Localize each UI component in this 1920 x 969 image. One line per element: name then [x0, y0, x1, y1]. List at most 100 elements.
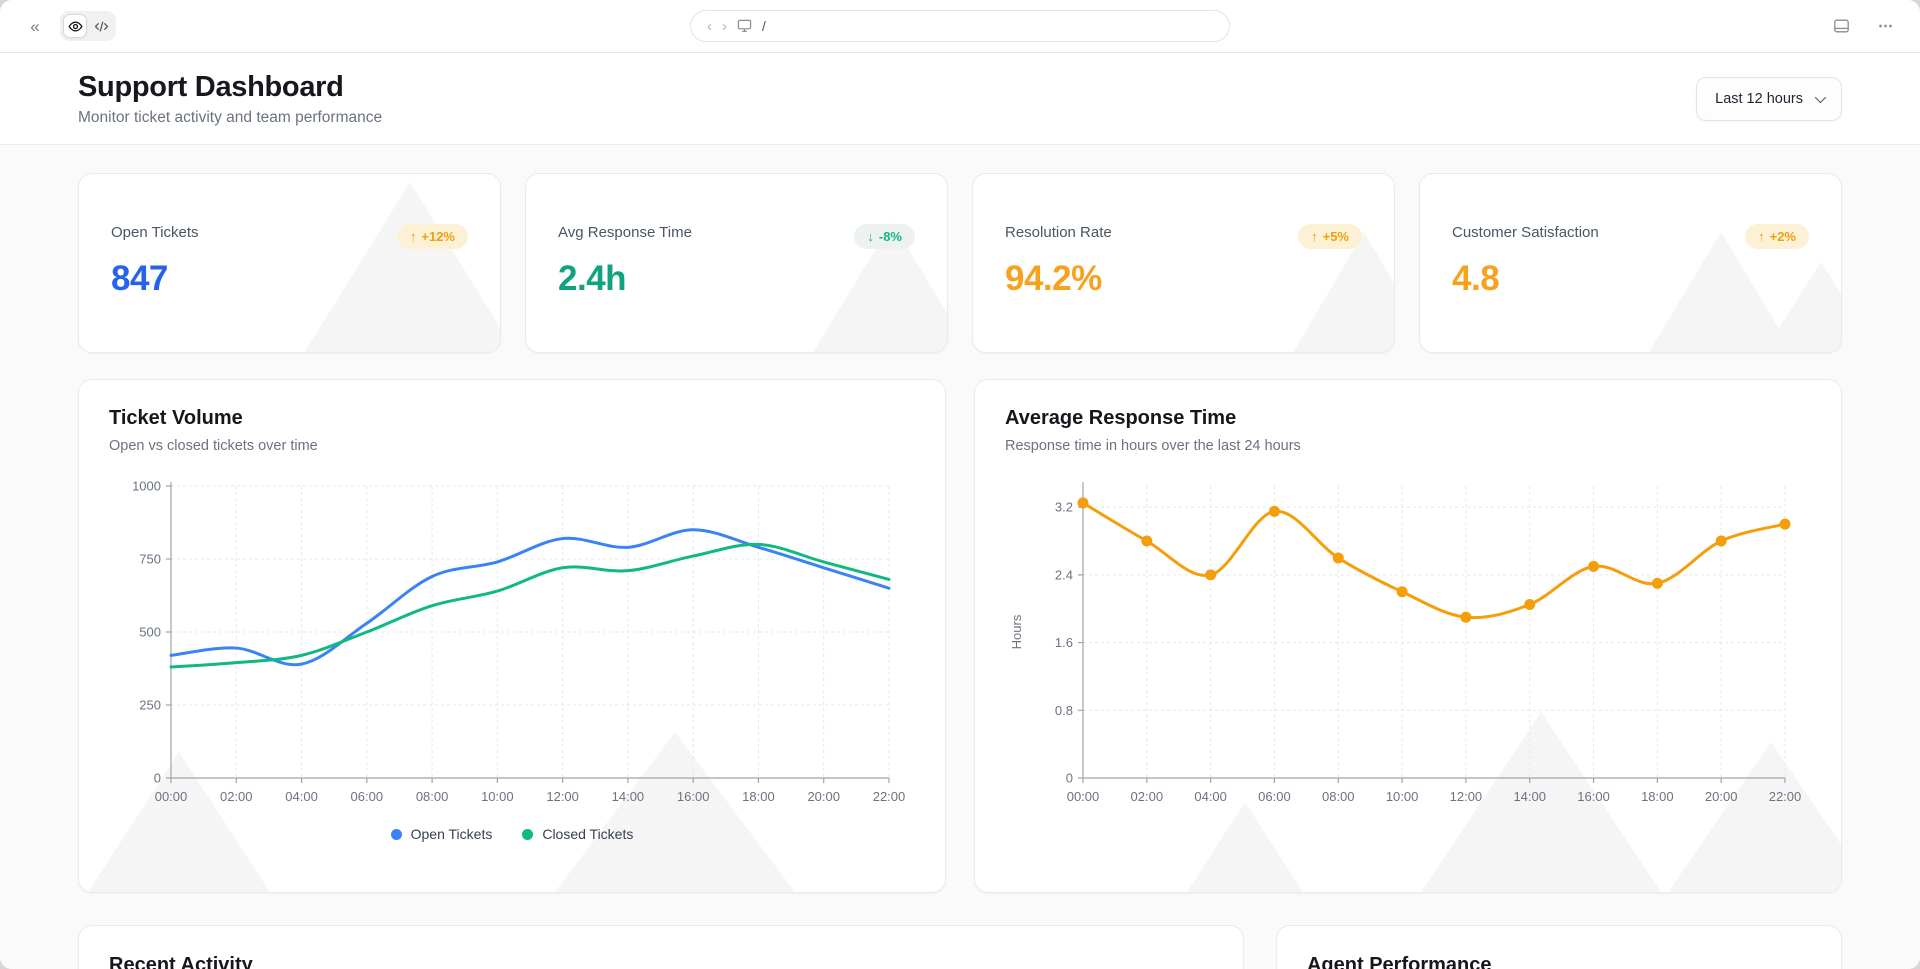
page-subtitle: Monitor ticket activity and team perform… — [78, 108, 383, 126]
view-toggle — [60, 11, 116, 41]
chart-subtitle: Response time in hours over the last 24 … — [1005, 438, 1301, 454]
kpi-label: Open Tickets — [111, 224, 199, 241]
charts-row: Ticket Volume Open vs closed tickets ove… — [78, 379, 1842, 893]
svg-text:12:00: 12:00 — [1450, 789, 1483, 804]
trend-badge: ↑ +12% — [396, 224, 468, 249]
more-menu-button[interactable] — [1872, 13, 1898, 39]
svg-text:Hours: Hours — [1009, 614, 1024, 649]
chevron-down-icon — [1814, 91, 1827, 103]
trend-delta: +5% — [1322, 229, 1349, 244]
ticket-volume-line-chart: 0 250 500 750 1000 00:00 02:00 04:00 06:00 08:00 1… — [132, 479, 906, 805]
kpi-label: Resolution Rate — [1005, 224, 1112, 241]
svg-text:02:00: 02:00 — [220, 789, 253, 804]
svg-text:08:00: 08:00 — [416, 789, 449, 804]
page-header: Support Dashboard Monitor ticket activit… — [0, 53, 1920, 145]
svg-text:3.2: 3.2 — [1055, 500, 1073, 515]
trend-arrow-icon: ↑ — [1311, 229, 1318, 244]
kpi-card-open-tickets: Open Tickets ↑ +12% 847 — [78, 173, 501, 353]
eye-icon — [67, 19, 83, 34]
top-toolbar: « — [0, 0, 1920, 53]
kpi-card-customer-satisfaction: Customer Satisfaction ↑ +2% 4.8 — [1419, 173, 1842, 353]
forward-button[interactable]: › — [722, 17, 727, 35]
address-bar[interactable]: ‹ › / — [690, 10, 1230, 42]
svg-text:08:00: 08:00 — [1322, 789, 1355, 804]
svg-text:1.6: 1.6 — [1055, 635, 1073, 650]
trend-badge: ↑ +2% — [1745, 224, 1809, 249]
svg-text:06:00: 06:00 — [1258, 789, 1291, 804]
kpi-label: Avg Response Time — [558, 224, 692, 241]
page-header-text: Support Dashboard Monitor ticket activit… — [78, 71, 382, 127]
legend-label: Open Tickets — [410, 826, 493, 842]
svg-text:04:00: 04:00 — [285, 789, 318, 804]
chart-title: Ticket Volume — [109, 407, 243, 429]
kpi-value: 847 — [111, 259, 168, 298]
response-time-line-chart: 0 0.8 1.6 2.4 3.2 00:00 02:00 04:00 06:00 08:00 10… — [1009, 482, 1802, 804]
recent-activity-card: Recent Activity — [78, 925, 1244, 969]
legend-label: Closed Tickets — [542, 826, 634, 842]
svg-text:06:00: 06:00 — [351, 789, 384, 804]
trend-delta: -8% — [878, 229, 902, 244]
svg-text:04:00: 04:00 — [1194, 789, 1227, 804]
agent-performance-card: Agent Performance — [1275, 925, 1842, 969]
ticket-volume-chart-card: Ticket Volume Open vs closed tickets ove… — [78, 379, 946, 893]
avg-response-time-chart-card: Average Response Time Response time in h… — [974, 379, 1842, 893]
dashboard-content: Open Tickets ↑ +12% 847 Avg Response Time… — [0, 145, 1920, 969]
svg-text:14:00: 14:00 — [1513, 789, 1546, 804]
trend-delta: +2% — [1769, 229, 1796, 244]
kpi-value: 94.2% — [1005, 259, 1102, 298]
svg-text:12:00: 12:00 — [546, 789, 579, 804]
trend-arrow-icon: ↑ — [1758, 229, 1765, 244]
legend-dot — [390, 828, 402, 840]
code-toggle-button[interactable] — [89, 14, 113, 38]
svg-text:20:00: 20:00 — [807, 789, 840, 804]
trend-arrow-icon: ↓ — [867, 229, 874, 244]
back-button[interactable]: ‹ — [707, 17, 712, 35]
bottom-row: Recent Activity Agent Performance — [78, 925, 1842, 969]
svg-text:02:00: 02:00 — [1131, 789, 1164, 804]
trend-delta: +12% — [421, 229, 455, 244]
recent-activity-title: Recent Activity — [109, 954, 253, 969]
svg-text:750: 750 — [139, 552, 161, 567]
chart-legend: Open Tickets Closed Tickets — [109, 826, 915, 842]
svg-text:16:00: 16:00 — [1577, 789, 1610, 804]
svg-text:14:00: 14:00 — [612, 789, 645, 804]
toolbar-right-group — [1828, 13, 1898, 39]
svg-text:0.8: 0.8 — [1055, 703, 1073, 718]
kpi-value: 4.8 — [1452, 259, 1500, 298]
panel-bottom-icon — [1833, 18, 1850, 34]
svg-text:00:00: 00:00 — [155, 789, 188, 804]
svg-text:0: 0 — [154, 771, 161, 786]
svg-text:22:00: 22:00 — [1769, 789, 1802, 804]
collapse-sidebar-button[interactable]: « — [22, 13, 48, 39]
toolbar-left-group: « — [22, 11, 116, 41]
svg-text:18:00: 18:00 — [1641, 789, 1674, 804]
chart-subtitle: Open vs closed tickets over time — [109, 438, 318, 454]
trend-badge: ↑ +5% — [1298, 224, 1362, 249]
svg-text:10:00: 10:00 — [481, 789, 514, 804]
kpi-label: Customer Satisfaction — [1452, 224, 1599, 241]
preview-toggle-button[interactable] — [63, 14, 87, 38]
monitor-icon — [737, 19, 752, 33]
time-range-select[interactable]: Last 12 hours — [1696, 76, 1842, 121]
svg-text:250: 250 — [139, 698, 161, 713]
svg-text:10:00: 10:00 — [1386, 789, 1419, 804]
time-range-value: Last 12 hours — [1715, 90, 1803, 107]
trend-arrow-icon: ↑ — [409, 229, 417, 244]
legend-item-open-tickets: Open Tickets — [390, 826, 493, 842]
svg-text:20:00: 20:00 — [1705, 789, 1738, 804]
legend-dot — [522, 828, 534, 840]
svg-text:22:00: 22:00 — [873, 789, 906, 804]
svg-text:18:00: 18:00 — [742, 789, 775, 804]
code-icon — [94, 19, 109, 34]
url-path: / — [762, 18, 766, 34]
svg-text:500: 500 — [139, 625, 161, 640]
kpi-value: 2.4h — [558, 259, 627, 298]
svg-text:0: 0 — [1066, 771, 1073, 786]
panel-bottom-button[interactable] — [1828, 13, 1854, 39]
svg-text:00:00: 00:00 — [1067, 789, 1100, 804]
svg-text:1000: 1000 — [132, 479, 161, 494]
page-title: Support Dashboard — [78, 70, 344, 103]
trend-badge: ↓ -8% — [854, 224, 915, 249]
chart-title: Average Response Time — [1005, 407, 1237, 429]
